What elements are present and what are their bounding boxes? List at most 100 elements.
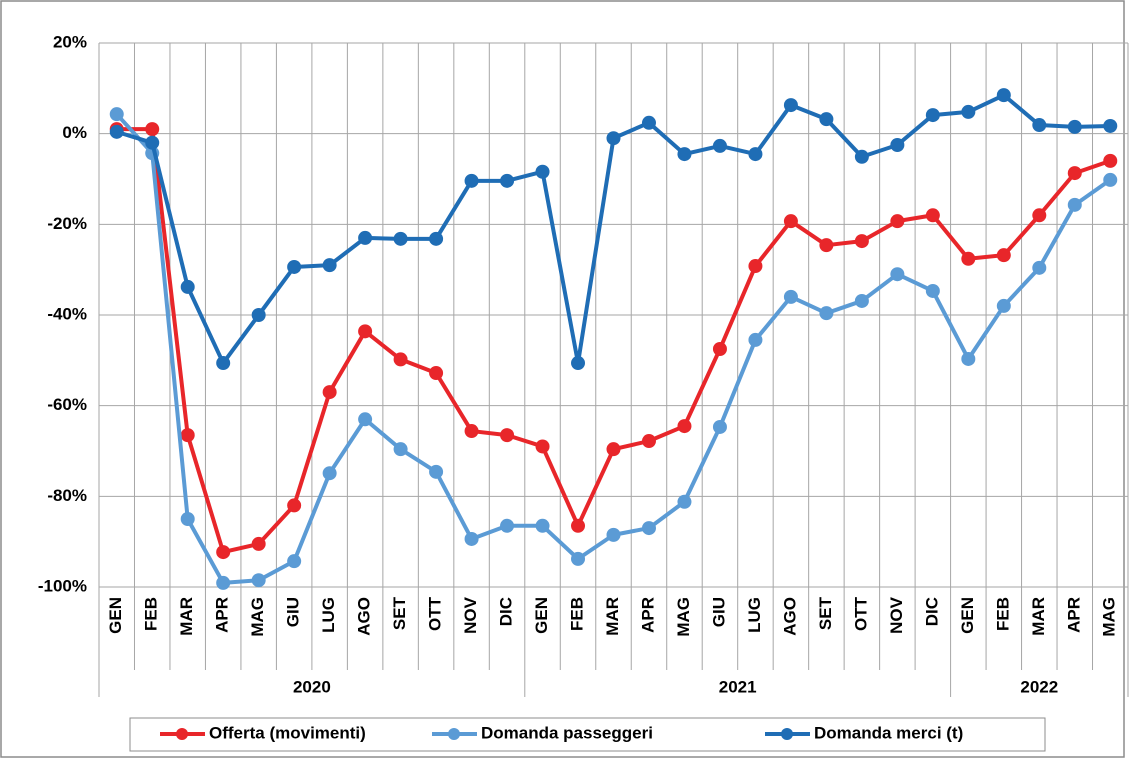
data-point — [890, 138, 905, 152]
data-point — [429, 366, 444, 381]
data-point — [571, 518, 586, 533]
data-point — [712, 419, 727, 434]
data-point — [996, 298, 1011, 313]
data-point — [145, 122, 160, 137]
data-point — [1067, 166, 1082, 181]
data-point — [500, 518, 515, 533]
series-line — [116, 127, 1111, 555]
y-tick-label: -40% — [47, 304, 87, 323]
data-point — [677, 147, 692, 162]
x-tick-label: MAG — [674, 597, 693, 637]
group-label: 2022 — [1020, 677, 1058, 696]
data-point — [322, 258, 337, 273]
data-point — [748, 332, 763, 347]
data-point — [535, 439, 550, 454]
data-point — [535, 164, 550, 179]
data-point — [464, 531, 479, 546]
data-point — [251, 573, 266, 588]
data-point — [500, 173, 515, 188]
data-point — [1032, 208, 1047, 223]
y-tick-label: 20% — [53, 32, 87, 51]
data-point — [180, 279, 195, 294]
data-point — [464, 173, 479, 188]
data-point — [748, 147, 763, 162]
data-point — [819, 112, 834, 127]
x-tick-label: GIU — [709, 597, 728, 627]
data-point — [677, 419, 692, 434]
data-point — [890, 267, 905, 282]
data-point — [641, 434, 656, 449]
legend-label: Domanda merci (t) — [814, 723, 963, 742]
legend-label: Offerta (movimenti) — [209, 723, 366, 742]
data-point — [287, 498, 302, 513]
data-point — [216, 356, 231, 371]
data-point — [961, 351, 976, 366]
data-point — [783, 214, 798, 229]
data-point — [748, 259, 763, 274]
data-point — [1032, 260, 1047, 275]
data-point — [358, 230, 373, 245]
legend-marker — [781, 728, 793, 740]
series-line — [115, 112, 1112, 585]
data-point — [1103, 153, 1118, 168]
x-tick-label: GEN — [532, 597, 551, 634]
data-point — [322, 466, 337, 481]
data-point — [287, 259, 302, 274]
x-tick-label: NOV — [887, 596, 906, 634]
data-point — [216, 545, 231, 560]
data-point — [1067, 197, 1082, 212]
data-point — [393, 231, 408, 246]
x-tick-label: AGO — [355, 597, 374, 636]
data-point — [1067, 119, 1082, 134]
data-point — [1103, 118, 1118, 133]
data-point — [606, 442, 621, 457]
x-tick-label: SET — [816, 596, 835, 630]
x-tick-label: MAR — [603, 597, 622, 636]
data-point — [535, 518, 550, 533]
x-tick-label: SET — [390, 596, 409, 630]
group-label: 2021 — [719, 677, 757, 696]
x-tick-label: GIU — [284, 597, 303, 627]
data-point — [571, 551, 586, 566]
data-point — [783, 98, 798, 113]
legend-box — [129, 717, 1046, 752]
data-point — [961, 104, 976, 119]
data-point — [571, 356, 586, 371]
data-point — [287, 554, 302, 569]
x-tick-label: GEN — [106, 597, 125, 634]
y-tick-label: 0% — [62, 123, 87, 142]
x-tick-label: APR — [1064, 597, 1083, 633]
data-point — [925, 208, 940, 223]
group-label: 2020 — [293, 677, 331, 696]
y-tick-label: -100% — [38, 576, 87, 595]
data-point — [180, 512, 195, 526]
data-point — [429, 231, 444, 246]
x-tick-label: MAR — [177, 597, 196, 636]
data-point — [961, 251, 976, 266]
data-point — [641, 115, 656, 130]
data-point — [819, 238, 834, 253]
data-point — [322, 385, 337, 400]
x-tick-label: APR — [213, 597, 232, 633]
data-point — [1032, 118, 1047, 133]
x-tick-label: FEB — [142, 597, 161, 631]
data-point — [925, 283, 940, 298]
y-tick-label: -80% — [47, 486, 87, 505]
x-tick-label: MAR — [1029, 597, 1048, 636]
data-point — [1103, 172, 1118, 187]
data-point — [464, 424, 479, 439]
data-point — [393, 352, 408, 367]
data-point — [819, 306, 834, 321]
data-point — [109, 124, 124, 139]
data-point — [145, 135, 160, 150]
data-point — [180, 428, 195, 443]
x-tick-label: MAG — [248, 597, 267, 637]
x-tick-label: GEN — [958, 597, 977, 634]
data-point — [500, 428, 515, 443]
x-tick-label: OTT — [426, 596, 445, 631]
x-tick-label: OTT — [851, 596, 870, 631]
data-point — [854, 234, 869, 249]
x-tick-label: MAG — [1100, 597, 1119, 637]
